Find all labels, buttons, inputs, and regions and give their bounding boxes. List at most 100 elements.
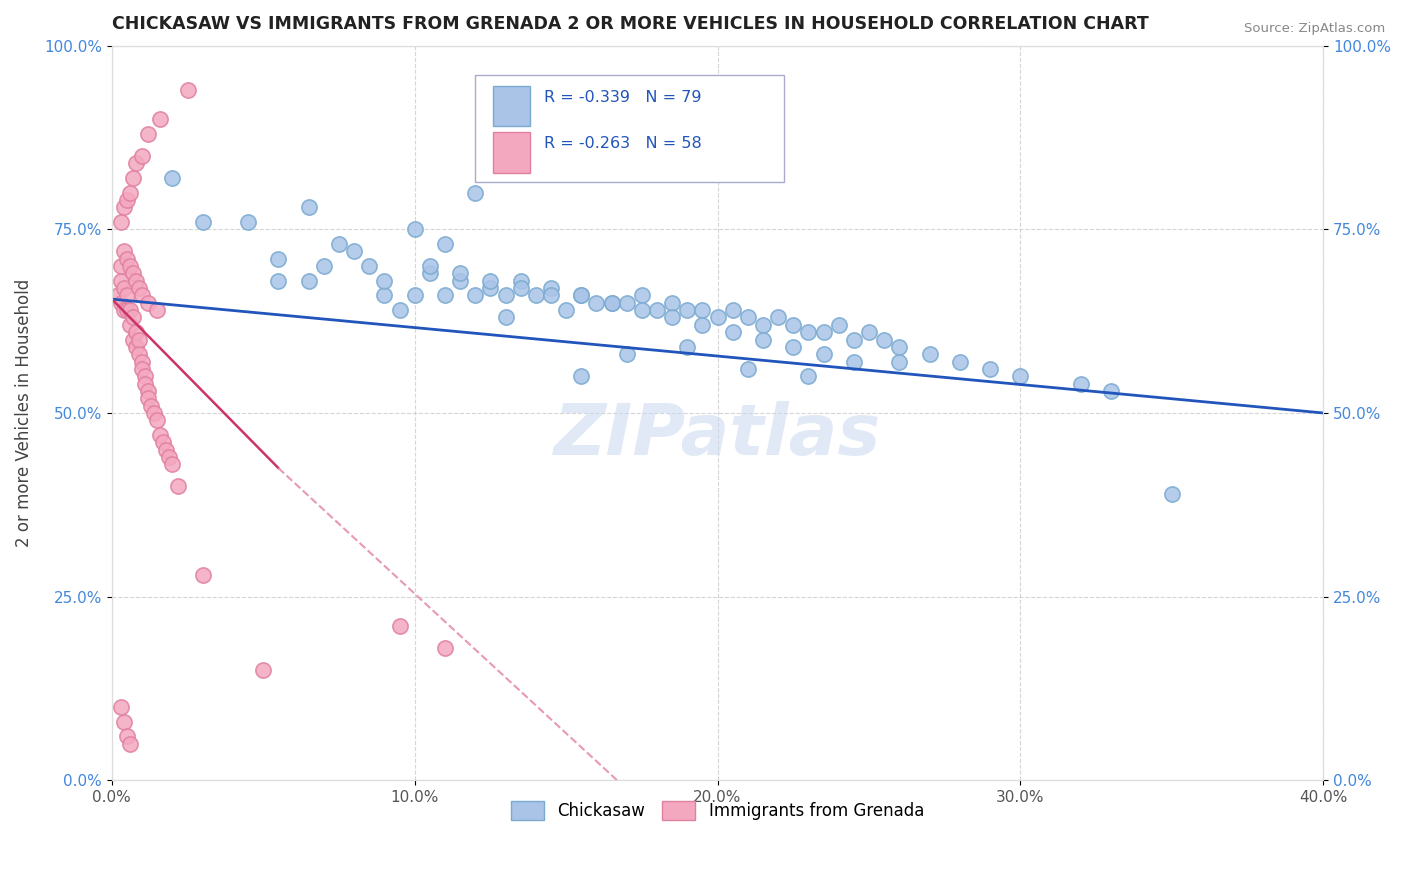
Point: [766, 310, 789, 325]
Point: [569, 369, 592, 384]
Point: [661, 295, 683, 310]
Point: [752, 318, 775, 332]
Point: [873, 333, 896, 347]
Point: [110, 215, 132, 229]
Point: [149, 428, 172, 442]
Point: [134, 369, 156, 384]
Text: R = -0.263   N = 58: R = -0.263 N = 58: [544, 136, 702, 151]
Point: [128, 333, 150, 347]
Point: [131, 288, 153, 302]
Point: [131, 362, 153, 376]
Point: [828, 318, 851, 332]
Point: [118, 259, 141, 273]
Point: [449, 274, 471, 288]
FancyBboxPatch shape: [475, 75, 785, 182]
Point: [141, 399, 163, 413]
Point: [112, 714, 135, 729]
Point: [631, 288, 654, 302]
Point: [267, 274, 290, 288]
Point: [125, 274, 148, 288]
Point: [122, 310, 145, 325]
Point: [373, 288, 395, 302]
Point: [152, 435, 174, 450]
Point: [115, 303, 138, 318]
Point: [155, 442, 177, 457]
Point: [585, 295, 607, 310]
Point: [569, 288, 592, 302]
Point: [569, 288, 592, 302]
Point: [692, 303, 714, 318]
Point: [645, 303, 668, 318]
Point: [143, 406, 166, 420]
Point: [404, 288, 426, 302]
Point: [110, 274, 132, 288]
Point: [157, 450, 180, 464]
Point: [312, 259, 335, 273]
Point: [1160, 487, 1182, 501]
Point: [118, 737, 141, 751]
Point: [842, 354, 865, 368]
Point: [797, 369, 820, 384]
Point: [112, 281, 135, 295]
Text: R = -0.339   N = 79: R = -0.339 N = 79: [544, 90, 702, 104]
Point: [721, 303, 744, 318]
FancyBboxPatch shape: [494, 132, 530, 173]
Point: [388, 303, 411, 318]
Point: [813, 325, 835, 339]
Point: [176, 83, 198, 97]
Point: [1070, 376, 1092, 391]
FancyBboxPatch shape: [494, 86, 530, 127]
Point: [676, 303, 699, 318]
Point: [479, 281, 502, 295]
Point: [343, 244, 366, 259]
Point: [540, 288, 562, 302]
Point: [191, 567, 214, 582]
Point: [125, 156, 148, 170]
Point: [842, 333, 865, 347]
Point: [162, 458, 184, 472]
Point: [631, 303, 654, 318]
Point: [252, 663, 274, 677]
Point: [889, 354, 911, 368]
Point: [433, 288, 456, 302]
Point: [782, 318, 804, 332]
Point: [813, 347, 835, 361]
Point: [616, 347, 638, 361]
Text: ZIPatlas: ZIPatlas: [554, 401, 882, 469]
Point: [479, 274, 502, 288]
Point: [524, 288, 547, 302]
Point: [128, 281, 150, 295]
Point: [115, 252, 138, 266]
Point: [162, 170, 184, 185]
Point: [146, 303, 169, 318]
Point: [495, 288, 517, 302]
Text: CHICKASAW VS IMMIGRANTS FROM GRENADA 2 OR MORE VEHICLES IN HOUSEHOLD CORRELATION: CHICKASAW VS IMMIGRANTS FROM GRENADA 2 O…: [112, 15, 1149, 33]
Point: [112, 303, 135, 318]
Point: [298, 200, 321, 214]
Point: [298, 274, 321, 288]
Point: [118, 303, 141, 318]
Point: [125, 325, 148, 339]
Point: [131, 149, 153, 163]
Point: [125, 340, 148, 354]
Point: [267, 252, 290, 266]
Point: [112, 200, 135, 214]
Point: [122, 170, 145, 185]
Legend: Chickasaw, Immigrants from Grenada: Chickasaw, Immigrants from Grenada: [505, 795, 931, 827]
Point: [146, 413, 169, 427]
Point: [433, 641, 456, 656]
Point: [858, 325, 880, 339]
Point: [388, 619, 411, 633]
Point: [149, 112, 172, 127]
Point: [692, 318, 714, 332]
Point: [419, 267, 441, 281]
Point: [112, 244, 135, 259]
Point: [107, 288, 129, 302]
Point: [134, 376, 156, 391]
Point: [949, 354, 972, 368]
Point: [889, 340, 911, 354]
Point: [979, 362, 1001, 376]
Point: [600, 295, 623, 310]
Point: [191, 215, 214, 229]
Point: [752, 333, 775, 347]
